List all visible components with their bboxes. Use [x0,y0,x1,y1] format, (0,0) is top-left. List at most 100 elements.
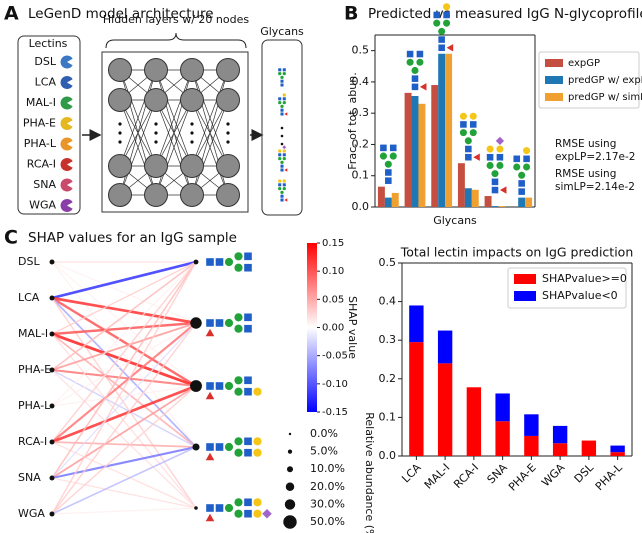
monosaccharide [244,324,252,333]
monosaccharide [282,97,286,101]
monosaccharide [280,104,284,109]
monosaccharide [206,258,214,266]
monosaccharide [460,121,467,128]
glycans-label: Glycans [260,25,304,38]
monosaccharide [495,136,505,145]
connection [119,99,157,196]
monosaccharide [518,188,525,195]
hidden-node [144,154,168,178]
shap-edge [51,261,197,324]
monosaccharide [499,186,507,194]
lectin-node [49,475,55,481]
bar [377,186,385,207]
legend-swatch [545,59,563,67]
monosaccharide [280,108,284,112]
shap-edge [51,322,197,371]
x-tick-label: DSL [572,460,597,485]
panel-letter: B [344,3,358,25]
legend-swatch [514,291,536,301]
monosaccharide [278,183,282,187]
monosaccharide [416,50,424,58]
lectin-label: LCA [18,291,40,304]
shap-edge [51,297,197,448]
size-legend-label: 5.0% [310,445,338,458]
bar [464,188,472,207]
hidden-layers-label: Hidden layers w/ 20 nodes [102,13,250,26]
glycan-icon [486,136,507,194]
monosaccharide [205,328,215,337]
monosaccharide [280,83,284,87]
bar [445,53,453,207]
monosaccharide [215,504,224,512]
monosaccharide [389,144,397,152]
colorbar-tick-label: -0.10 [322,379,348,390]
lectin-node [49,331,55,337]
size-legend-label: 20.0% [310,480,345,493]
glycan-node [190,317,202,329]
y-tick-label: 0.5 [379,256,397,269]
monosaccharide [419,83,427,91]
monosaccharide [438,27,446,35]
hidden-node [180,88,204,112]
monosaccharide [234,252,243,261]
monosaccharide [280,75,284,80]
y-tick-label: 0.0 [352,200,370,213]
y-tick-label: 0.2 [352,137,370,150]
monosaccharide [206,443,214,451]
y-tick-label: 0.1 [352,169,370,182]
monosaccharide [469,121,477,128]
y-tick-label: 0.2 [379,372,397,385]
ellipsis-dot [190,140,194,144]
bar-segment [409,342,424,456]
lectins-label: Lectins [29,37,68,50]
hidden-node [144,183,168,207]
panel-title: LeGenD model architecture [28,6,214,22]
bar-segment [552,425,568,444]
lectin-label: RCA-I [27,158,56,171]
monosaccharide [282,93,286,97]
monosaccharide [380,144,387,152]
bar [404,92,412,207]
y-tick-label: 0.0 [379,449,397,462]
monosaccharide [244,509,252,518]
monosaccharide [215,443,224,451]
x-axis-label: Glycans [433,214,477,227]
monosaccharide [513,163,521,171]
monosaccharide [416,58,424,66]
monosaccharide [518,180,525,187]
annotation: RMSE using [555,168,616,180]
x-tick-label: WGA [539,461,568,490]
size-legend-dot [288,432,292,436]
ellipsis-dot [226,140,230,144]
connection [119,69,157,167]
monosaccharide [406,58,414,66]
panel-letter: A [4,3,19,25]
x-tick-label: SNA [485,461,511,487]
y-tick-label: 0.5 [352,44,370,57]
monosaccharide [253,387,262,396]
lectin-icon [60,199,73,212]
monosaccharide [443,19,451,27]
lectin-label: RCA-I [18,435,47,448]
monosaccharide [253,437,262,446]
monosaccharide [262,508,272,519]
monosaccharide [282,71,286,76]
monosaccharide [465,145,472,153]
panel-letter: C [4,227,18,249]
monosaccharide [518,171,526,179]
shap-edge [51,385,197,407]
bar-segment [552,443,568,456]
lectin-node [49,367,55,373]
x-tick-label: PHA-L [593,460,626,493]
bar [418,103,426,207]
shap-edge [51,368,197,388]
shap-edge [51,332,197,388]
monosaccharide [234,313,243,322]
y-axis-label: Frac. of tot. abun. [346,72,359,169]
shap-edge [51,384,197,444]
lectin-icon [60,117,73,130]
ellipsis-dot [118,122,122,126]
ellipsis-dot [154,131,158,135]
colorbar-label: SHAP value [346,296,359,359]
